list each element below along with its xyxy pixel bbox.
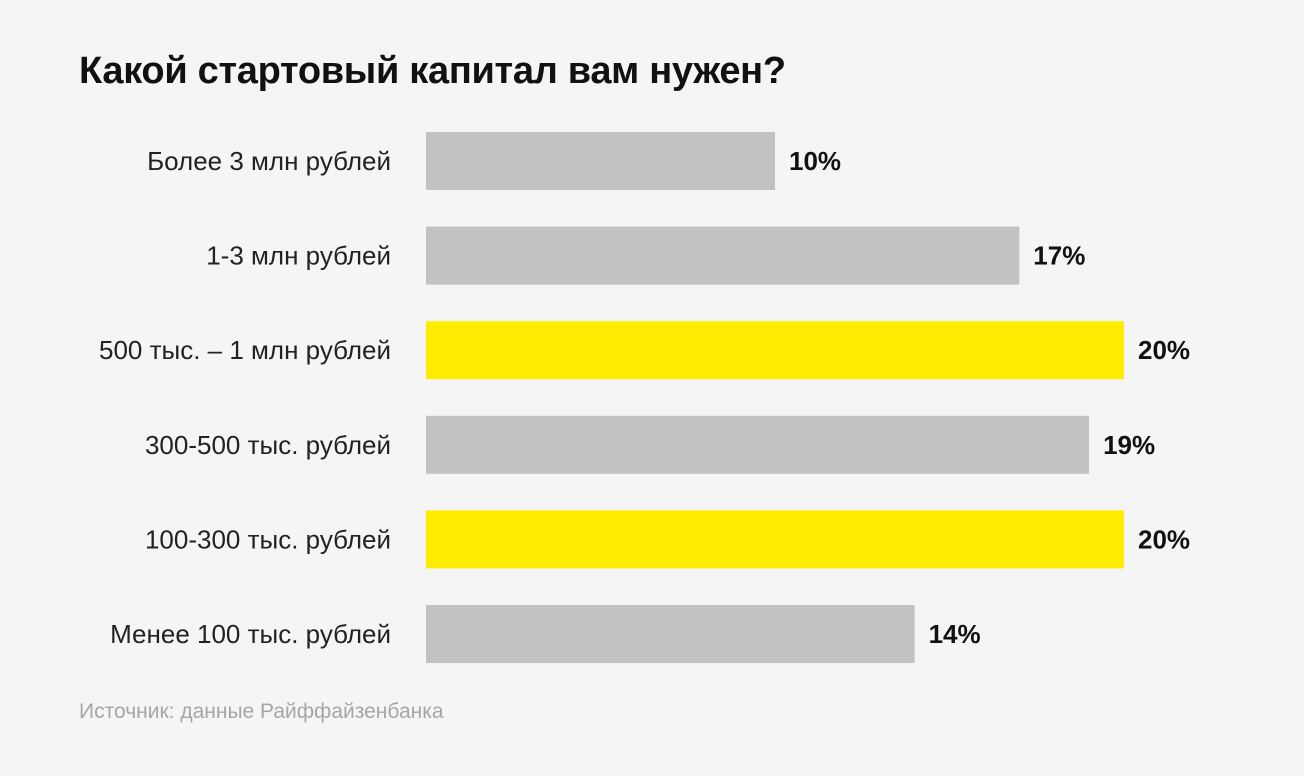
bar-chart: Более 3 млн рублей 10% 1-3 млн рублей 17% 50… [99,132,1190,663]
value-label: 17% [1033,241,1085,271]
category-label: 300-500 тыс. рублей [145,430,391,460]
category-label: 500 тыс. – 1 млн рублей [99,335,391,365]
bar-row: 1-3 млн рублей 17% [206,226,1085,285]
category-label: Менее 100 тыс. рублей [110,619,391,649]
bar-row: Более 3 млн рублей 10% [147,132,841,190]
value-label: 19% [1103,430,1155,460]
bar [426,132,775,190]
category-label: 1-3 млн рублей [206,241,391,271]
bar-row: 300-500 тыс. рублей 19% [145,415,1155,474]
category-label: Более 3 млн рублей [147,146,391,176]
bar [426,605,915,663]
bar-row: 500 тыс. – 1 млн рублей 20% [99,321,1190,380]
value-label: 10% [789,146,841,176]
chart-title: Какой стартовый капитал вам нужен? [79,50,786,92]
value-label: 20% [1138,335,1190,365]
category-label: 100-300 тыс. рублей [145,524,391,554]
bar [426,415,1090,474]
bar-highlighted [426,510,1124,569]
bar-row: Менее 100 тыс. рублей 14% [110,605,981,663]
value-label: 20% [1138,524,1190,554]
bar [426,226,1020,285]
bar-row: 100-300 тыс. рублей 20% [145,510,1190,569]
source-note: Источник: данные Райффайзенбанка [79,700,444,723]
bar-highlighted [426,321,1124,380]
value-label: 14% [929,619,981,649]
